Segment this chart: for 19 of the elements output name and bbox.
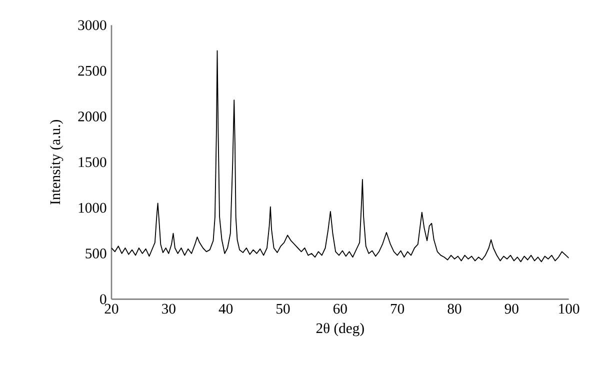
x-tick-label: 90 [504,304,518,314]
y-tick-label: 500 [86,248,106,258]
y-tick-label: 2000 [78,112,106,122]
x-tick-label: 80 [448,304,462,314]
y-tick-label: 1500 [78,157,106,168]
x-tick-label: 50 [276,304,290,314]
x-axis-title: 2θ (deg) [316,322,364,336]
y-tick-label: 1000 [78,202,106,213]
x-tick-label: 40 [218,304,233,314]
y-tick-label: 0 [100,294,106,304]
x-tick-label: 20 [104,304,118,314]
x-tick-label: 30 [162,304,176,314]
y-tick-label: 2500 [78,66,106,76]
y-axis-title: Intensity (a.u.) [50,120,64,204]
x-tick-label: 60 [333,304,347,314]
line-series [111,50,569,262]
x-tick-label: 70 [390,304,404,314]
y-tick-label: 3000 [78,20,106,30]
x-tick-label: 100 [559,304,580,314]
